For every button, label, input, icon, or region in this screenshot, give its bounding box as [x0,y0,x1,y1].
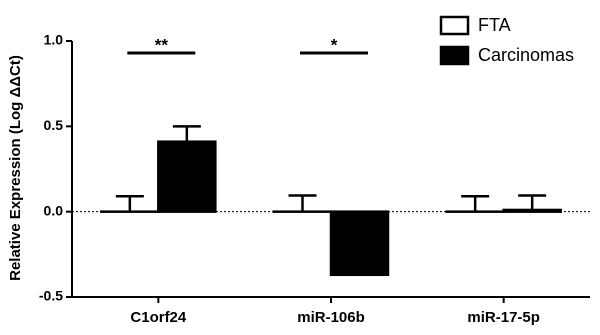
y-tick-label: 1.0 [44,32,64,48]
bar [157,140,217,213]
y-axis-label: Relative Expression (Log ΔΔCt) [7,55,24,281]
y-tick-label: 0.5 [44,117,64,133]
legend-label: FTA [478,15,511,35]
y-tick-label: -0.5 [39,288,63,304]
x-tick-label: C1orf24 [130,309,187,326]
y-tick-label: 0.0 [44,202,64,218]
significance-label: * [331,35,338,54]
x-tick-label: miR-106b [297,309,365,326]
legend-swatch [439,15,470,36]
legend-swatch [439,45,470,66]
significance-label: ** [155,35,169,54]
legend-label: Carcinomas [478,45,574,65]
x-tick-label: miR-17-5p [467,309,540,326]
bar [502,208,562,213]
